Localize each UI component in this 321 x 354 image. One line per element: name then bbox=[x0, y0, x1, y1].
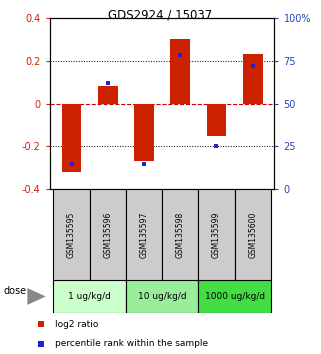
Text: dose: dose bbox=[3, 286, 26, 296]
Text: GDS2924 / 15037: GDS2924 / 15037 bbox=[108, 9, 213, 22]
Bar bbox=[162, 189, 198, 280]
Text: GSM135598: GSM135598 bbox=[176, 211, 185, 258]
Bar bbox=[170, 39, 190, 103]
Bar bbox=[198, 280, 271, 313]
Text: GSM135596: GSM135596 bbox=[103, 211, 112, 258]
Text: GSM135599: GSM135599 bbox=[212, 211, 221, 258]
Bar bbox=[62, 103, 82, 172]
Text: 1 ug/kg/d: 1 ug/kg/d bbox=[68, 292, 111, 301]
Bar bbox=[90, 189, 126, 280]
Text: GSM135595: GSM135595 bbox=[67, 211, 76, 258]
Bar bbox=[126, 189, 162, 280]
Text: GSM135600: GSM135600 bbox=[248, 211, 257, 258]
Bar bbox=[198, 189, 235, 280]
Bar bbox=[126, 280, 198, 313]
Bar bbox=[235, 189, 271, 280]
Text: 10 ug/kg/d: 10 ug/kg/d bbox=[138, 292, 187, 301]
Text: percentile rank within the sample: percentile rank within the sample bbox=[56, 339, 209, 348]
Text: log2 ratio: log2 ratio bbox=[56, 320, 99, 329]
Text: 1000 ug/kg/d: 1000 ug/kg/d bbox=[204, 292, 265, 301]
Bar bbox=[206, 103, 226, 136]
Bar bbox=[243, 54, 263, 103]
Bar bbox=[134, 103, 154, 161]
Bar bbox=[53, 189, 90, 280]
Bar bbox=[98, 86, 118, 103]
Bar bbox=[53, 280, 126, 313]
Text: GSM135597: GSM135597 bbox=[140, 211, 149, 258]
Polygon shape bbox=[27, 288, 46, 305]
